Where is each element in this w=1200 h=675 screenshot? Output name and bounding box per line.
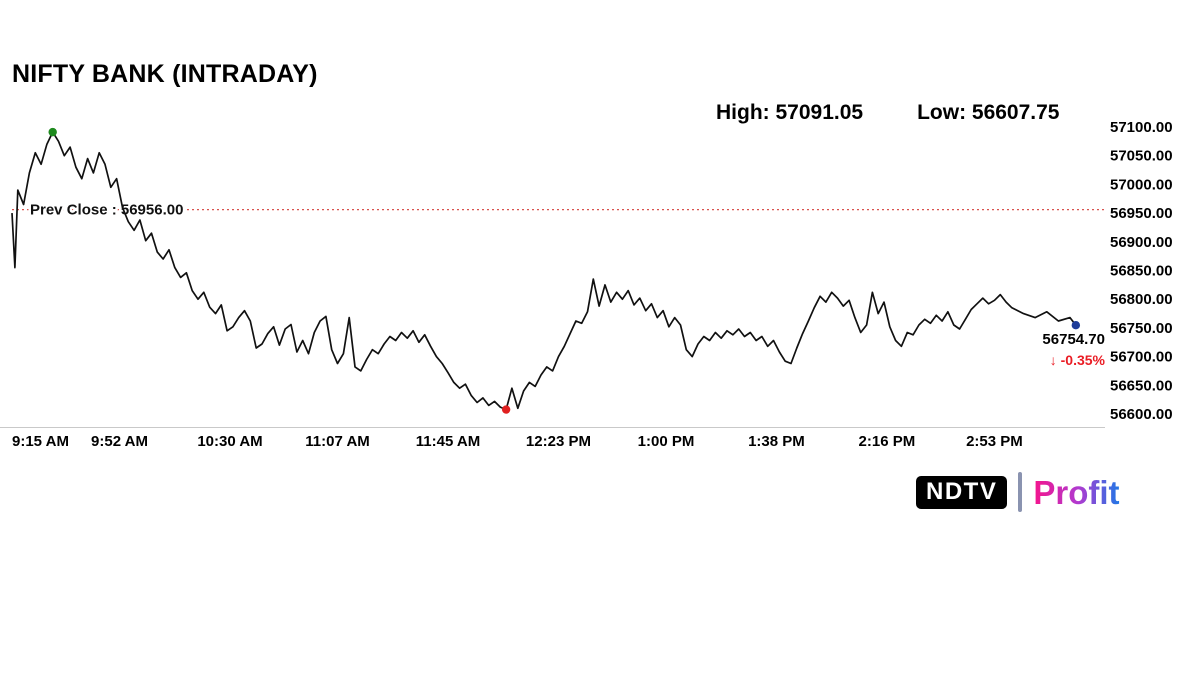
- low-value: Low: 56607.75: [917, 101, 1060, 124]
- ndtv-logo: NDTV: [916, 475, 1008, 509]
- y-tick-label: 56850.00: [1110, 263, 1173, 280]
- ndtv-profit-logo: NDTV Profit: [916, 472, 1120, 512]
- high-low-row: High: 57091.05 Low: 56607.75: [716, 101, 1059, 125]
- price-line: [11, 131, 1077, 411]
- y-tick-label: 56600.00: [1110, 406, 1173, 423]
- x-tick-label: 9:52 AM: [91, 433, 148, 450]
- x-tick-label: 1:00 PM: [638, 433, 695, 450]
- low-marker: [501, 405, 511, 414]
- x-tick-label: 10:30 AM: [197, 433, 262, 450]
- x-tick-label: 11:07 AM: [305, 433, 369, 450]
- logo-divider: [1018, 472, 1023, 512]
- y-tick-label: 57000.00: [1110, 176, 1173, 193]
- last-change-label: ↓ -0.35%: [1050, 352, 1106, 368]
- x-tick-label: 11:45 AM: [416, 433, 480, 450]
- y-tick-label: 56900.00: [1110, 234, 1173, 251]
- x-tick-label: 2:53 PM: [966, 433, 1023, 450]
- x-tick-label: 12:23 PM: [526, 433, 591, 450]
- y-tick-label: 56800.00: [1110, 291, 1173, 308]
- high-value: High: 57091.05: [716, 101, 864, 124]
- y-tick-label: 57100.00: [1110, 119, 1173, 136]
- x-tick-label: 1:38 PM: [748, 433, 805, 450]
- prev-close-label: Prev Close : 56956.00: [30, 202, 183, 219]
- y-tick-label: 56950.00: [1110, 205, 1173, 222]
- y-tick-label: 56700.00: [1110, 349, 1173, 366]
- intraday-chart: 57100.00 57050.00 57000.00 56950.00 56900.00…: [0, 119, 1173, 450]
- last-marker: [1071, 321, 1081, 330]
- y-tick-label: 57050.00: [1110, 148, 1173, 165]
- last-price-label: 56754.70: [1042, 331, 1105, 348]
- high-marker: [48, 127, 57, 137]
- x-tick-label: 2:16 PM: [859, 433, 916, 450]
- y-tick-label: 56650.00: [1110, 377, 1173, 394]
- x-tick-label: 9:15 AM: [12, 433, 69, 450]
- y-tick-label: 56750.00: [1110, 320, 1173, 337]
- profit-logo: Profit: [1033, 473, 1120, 511]
- page-title: NIFTY BANK (INTRADAY): [12, 60, 318, 88]
